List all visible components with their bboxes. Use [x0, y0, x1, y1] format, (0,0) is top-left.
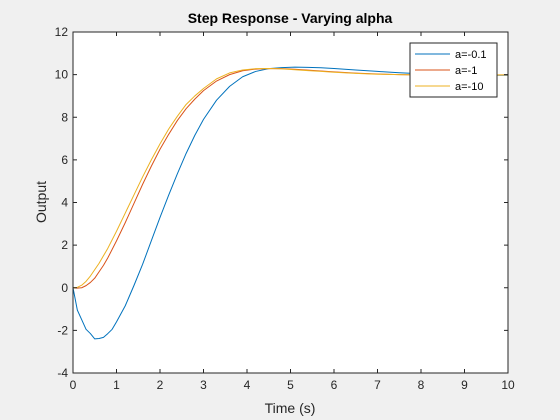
y-tick-label: 10 — [55, 68, 69, 82]
y-tick-label: 4 — [61, 196, 68, 210]
x-tick-label: 1 — [113, 378, 120, 392]
x-tick-label: 5 — [287, 378, 294, 392]
y-tick-label: 6 — [61, 153, 68, 167]
y-axis-label: Output — [33, 181, 49, 223]
y-tick-label: -4 — [57, 366, 68, 380]
chart-title: Step Response - Varying alpha — [188, 10, 393, 26]
legend-label: a=-1 — [455, 65, 477, 77]
x-tick-label: 10 — [501, 378, 515, 392]
x-tick-label: 2 — [157, 378, 164, 392]
y-tick-label: 8 — [61, 110, 68, 124]
x-tick-label: 0 — [70, 378, 77, 392]
x-axis-label: Time (s) — [265, 400, 316, 416]
x-tick-label: 3 — [200, 378, 207, 392]
x-tick-label: 7 — [374, 378, 381, 392]
y-tick-label: 12 — [55, 25, 69, 39]
x-tick-label: 4 — [244, 378, 251, 392]
x-tick-label: 8 — [418, 378, 425, 392]
y-tick-label: 2 — [61, 238, 68, 252]
series-line-3 — [72, 67, 509, 289]
legend-label: a=-0.1 — [455, 49, 487, 61]
x-tick-label: 6 — [331, 378, 338, 392]
y-tick-label: 0 — [61, 281, 68, 295]
legend: a=-0.1 a=-1 a=-10 — [409, 42, 498, 98]
series-line-1 — [72, 66, 508, 340]
series-layer — [72, 66, 509, 340]
y-tick-label: -2 — [57, 323, 68, 337]
legend-label: a=-10 — [455, 81, 483, 93]
x-tick-label: 9 — [461, 378, 468, 392]
